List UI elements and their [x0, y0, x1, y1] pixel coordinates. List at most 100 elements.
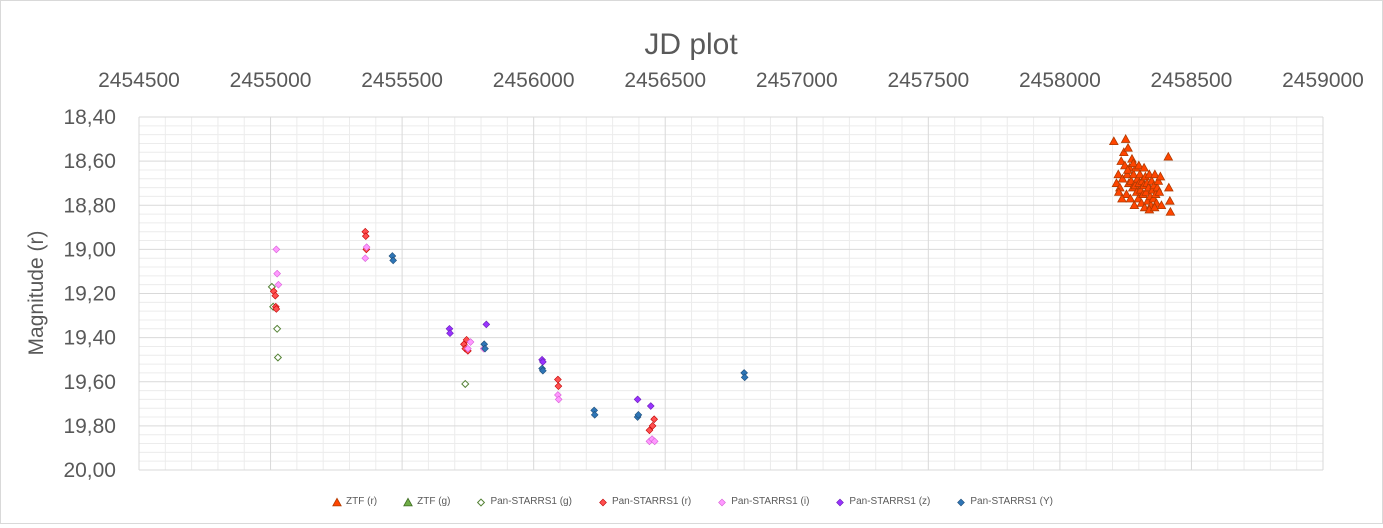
major-gridlines	[138, 116, 1324, 471]
y-tick-label: 18,40	[63, 106, 116, 129]
legend-marker-pan-starrs1-g	[476, 497, 486, 507]
data-point-pan-starrs1-y	[590, 411, 599, 419]
data-point-pan-starrs1-i	[274, 280, 283, 289]
legend-item-pan-starrs1-i: Pan-STARRS1 (i)	[717, 496, 809, 507]
data-point-pan-starrs1-r	[361, 232, 370, 240]
data-point-pan-starrs1-z	[539, 358, 547, 366]
data-point-ztf-r	[1113, 169, 1124, 179]
data-point-ztf-r	[1121, 189, 1132, 198]
x-tick-label: 2459000	[1282, 69, 1364, 92]
data-point-ztf-r	[1122, 164, 1133, 174]
legend-symbol	[599, 498, 607, 506]
data-point-ztf-r	[1113, 186, 1124, 196]
legend-symbol	[957, 498, 966, 506]
data-point-ztf-r	[1116, 156, 1127, 165]
legend-label: Pan-STARRS1 (i)	[731, 496, 810, 507]
y-tick-label: 19,60	[63, 371, 116, 394]
y-axis-tick-labels: 18,40 18,60 18,80 19,00 19,20 19,40 19,60 19,80…	[63, 106, 116, 482]
legend-label: ZTF (g)	[417, 496, 451, 507]
y-tick-label: 19,80	[63, 415, 116, 438]
legend-item-pan-starrs1-z: Pan-STARRS1 (z)	[835, 496, 930, 507]
legend-item-pan-starrs1-y: Pan-STARRS1 (Y)	[956, 496, 1053, 507]
data-point-pan-starrs1-r	[272, 305, 281, 313]
legend-label: ZTF (r)	[346, 496, 378, 507]
data-point-ztf-r	[1153, 175, 1164, 185]
data-point-pan-starrs1-i	[650, 437, 659, 446]
legend-marker-ztf-r	[332, 496, 342, 507]
legend-symbol	[403, 496, 413, 506]
data-point-pan-starrs1-i	[272, 245, 281, 254]
data-point-pan-starrs1-r	[271, 291, 280, 300]
x-tick-label: 2456000	[493, 69, 575, 92]
x-tick-label: 2458000	[1019, 69, 1101, 92]
data-point-ztf-r	[1163, 151, 1174, 161]
data-point-pan-starrs1-y	[634, 411, 643, 419]
legend-item-pan-starrs1-g: Pan-STARRS1 (g)	[476, 496, 572, 507]
legend-marker-pan-starrs1-r	[598, 497, 608, 507]
legend-symbol	[477, 497, 486, 507]
legend-marker-pan-starrs1-z	[835, 497, 845, 507]
legend-symbol	[332, 496, 342, 506]
data-point-pan-starrs1-y	[539, 366, 547, 375]
legend-label: Pan-STARRS1 (Y)	[970, 496, 1053, 507]
data-point-ztf-r	[1111, 178, 1122, 187]
data-point-pan-starrs1-g	[273, 353, 283, 362]
data-point-pan-starrs1-i	[464, 344, 472, 353]
legend-item-pan-starrs1-r: Pan-STARRS1 (r)	[598, 496, 691, 507]
chart-title: JD plot	[644, 28, 738, 61]
data-point-ztf-r	[1117, 173, 1128, 183]
data-point-ztf-r	[1133, 160, 1144, 170]
data-point-pan-starrs1-g	[273, 324, 282, 333]
x-axis-tick-labels: 2454500 2455000 2455500 2456000 2456500 24570…	[98, 69, 1364, 92]
y-tick-label: 18,60	[63, 150, 116, 173]
data-point-ztf-r	[1128, 169, 1139, 179]
data-point-pan-starrs1-i	[554, 395, 563, 404]
data-point-pan-starrs1-i	[273, 269, 281, 278]
data-point-ztf-r	[1120, 134, 1131, 143]
legend-label: Pan-STARRS1 (r)	[611, 496, 692, 507]
data-point-pan-starrs1-y	[481, 344, 489, 353]
legend-symbol	[836, 498, 845, 506]
data-point-ztf-r	[1129, 200, 1140, 210]
data-point-pan-starrs1-r	[554, 382, 563, 390]
data-point-pan-starrs1-y	[740, 373, 749, 382]
data-point-ztf-r	[1154, 186, 1165, 196]
y-tick-label: 20,00	[63, 459, 116, 482]
data-point-ztf-r	[1118, 147, 1129, 157]
data-point-pan-starrs1-z	[646, 402, 655, 410]
data-point-pan-starrs1-g	[461, 379, 470, 389]
data-point-pan-starrs1-z	[446, 329, 454, 338]
data-points	[267, 134, 1176, 446]
x-tick-label: 2455000	[230, 69, 312, 92]
legend-item-ztf-g: ZTF (g)	[403, 496, 450, 507]
x-tick-label: 2458500	[1151, 69, 1233, 92]
x-tick-label: 2457000	[756, 69, 838, 92]
legend-marker-ztf-g	[403, 496, 413, 507]
data-point-ztf-r	[1128, 158, 1139, 168]
y-tick-label: 19,00	[63, 238, 116, 261]
data-point-pan-starrs1-r	[645, 426, 654, 435]
x-tick-label: 2457500	[887, 69, 969, 92]
data-point-ztf-r	[1156, 200, 1167, 210]
data-point-ztf-r	[1123, 142, 1133, 152]
data-point-pan-starrs1-i	[361, 254, 370, 263]
x-tick-label: 2454500	[98, 69, 180, 92]
legend-marker-pan-starrs1-i	[717, 497, 727, 507]
data-point-pan-starrs1-z	[633, 395, 642, 404]
data-point-ztf-r	[1163, 182, 1174, 192]
data-point-ztf-r	[1108, 136, 1119, 146]
data-point-pan-starrs1-i	[362, 243, 371, 251]
x-tick-label: 2456500	[624, 69, 706, 92]
data-point-pan-starrs1-r	[650, 415, 658, 424]
y-tick-label: 19,40	[63, 327, 116, 350]
data-point-ztf-r	[1139, 162, 1149, 172]
legend-marker-pan-starrs1-y	[956, 497, 966, 507]
legend: ZTF (r) ZTF (g) Pan-STARRS1 (g) Pan-STARRS1…	[1, 496, 1383, 507]
data-point-pan-starrs1-r	[648, 422, 657, 430]
x-tick-label: 2455500	[361, 69, 443, 92]
y-tick-label: 18,80	[63, 194, 116, 217]
legend-label: Pan-STARRS1 (g)	[490, 496, 572, 507]
data-point-ztf-r	[1164, 195, 1175, 205]
